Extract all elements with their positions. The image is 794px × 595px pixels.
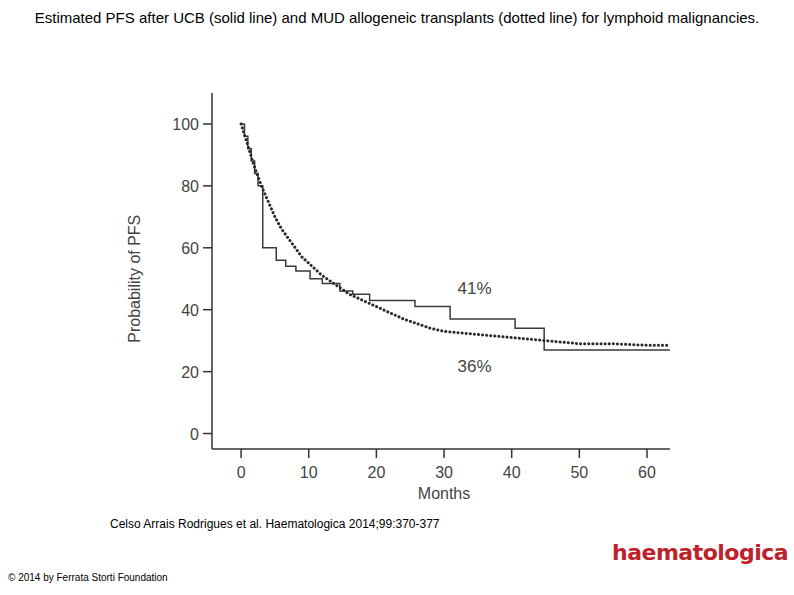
y-tick-label: 40: [181, 302, 199, 319]
annotation: 41%: [458, 279, 492, 298]
x-tick-label: 40: [503, 464, 521, 481]
x-axis-label: Months: [418, 485, 470, 502]
x-tick-label: 20: [367, 464, 385, 481]
series-line: [241, 124, 670, 345]
y-tick: [203, 433, 212, 435]
x-tick: [376, 449, 378, 458]
copyright: © 2014 by Ferrata Storti Foundation: [8, 572, 168, 583]
x-tick: [240, 449, 242, 458]
x-tick: [511, 449, 513, 458]
citation: Celso Arrais Rodrigues et al. Haematolog…: [110, 516, 455, 532]
x-tick-label: 10: [300, 464, 318, 481]
y-tick: [203, 247, 212, 249]
annotation: 36%: [458, 357, 492, 376]
series-line: [241, 124, 670, 350]
y-tick: [203, 123, 212, 125]
chart: 0 20 40 60 80 100 0 10 20 30 40 50 60 Months Probabili…: [0, 0, 794, 595]
x-axis: [212, 448, 670, 450]
x-tick-label: 0: [237, 464, 246, 481]
y-axis-label: Probability of PFS: [126, 215, 143, 343]
y-tick-label: 60: [181, 240, 199, 257]
x-tick-label: 50: [570, 464, 588, 481]
y-tick-label: 100: [172, 116, 199, 133]
y-tick: [203, 371, 212, 373]
y-tick: [203, 309, 212, 311]
x-tick: [579, 449, 581, 458]
x-tick-label: 30: [435, 464, 453, 481]
x-tick: [646, 449, 648, 458]
logo: haematologica: [612, 540, 788, 565]
y-tick-label: 20: [181, 364, 199, 381]
y-tick-label: 80: [181, 178, 199, 195]
y-axis: [211, 93, 213, 449]
chart-title: Estimated PFS after UCB (solid line) and…: [20, 8, 774, 28]
x-tick-label: 60: [638, 464, 656, 481]
x-tick: [443, 449, 445, 458]
x-tick: [308, 449, 310, 458]
plot-area: [241, 124, 670, 350]
y-tick-label: 0: [190, 426, 199, 443]
y-tick: [203, 185, 212, 187]
